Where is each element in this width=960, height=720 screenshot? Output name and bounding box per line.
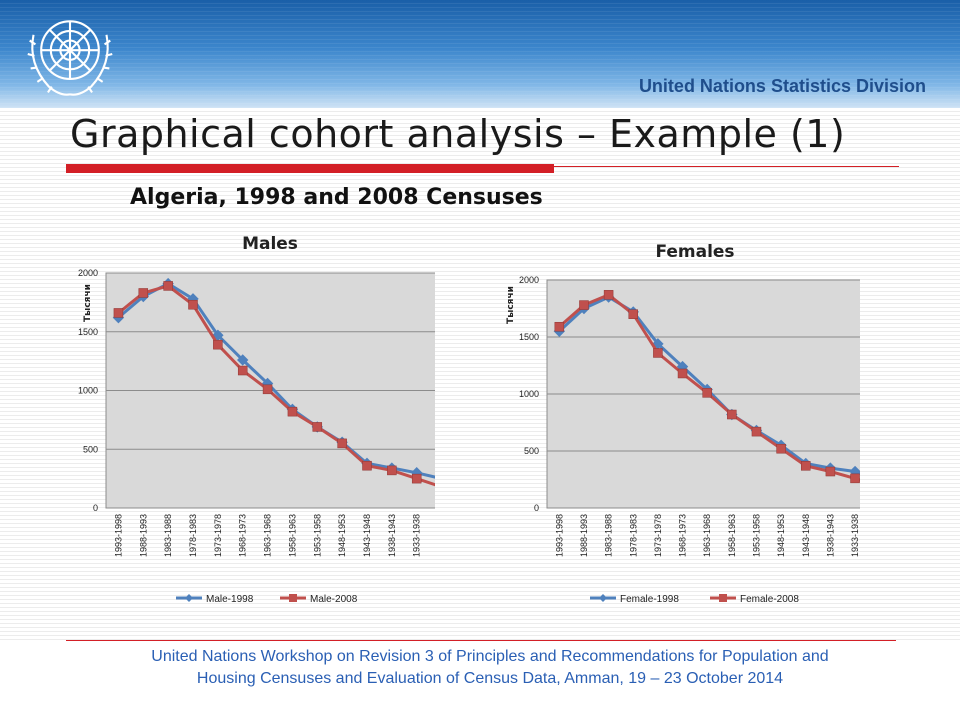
data-point: [262, 384, 273, 395]
y-tick-label: 500: [83, 444, 98, 454]
legend-label: Male-2008: [310, 594, 358, 605]
x-tick-label: 1993-1998: [113, 514, 123, 557]
title-underline-bar: [66, 164, 554, 173]
header-stripes: [0, 0, 960, 108]
y-tick-label: 1000: [519, 389, 539, 399]
x-tick-label: 1978-1983: [188, 514, 198, 557]
x-tick-label: 1943-1948: [362, 514, 372, 557]
x-tick-label: 1988-1993: [138, 514, 148, 557]
x-tick-label: 1933-1938: [850, 514, 860, 557]
data-point: [554, 321, 565, 332]
data-point: [163, 281, 173, 291]
footer-divider: [66, 640, 896, 641]
data-point: [411, 473, 422, 484]
slide-subtitle: Algeria, 1998 and 2008 Censuses: [130, 185, 543, 210]
x-tick-label: 1968-1973: [238, 514, 248, 557]
x-tick-label: 1973-1978: [213, 514, 223, 557]
x-tick-label: 1958-1963: [727, 514, 737, 557]
data-point: [702, 388, 712, 398]
data-point: [751, 426, 762, 437]
legend-label: Female-1998: [620, 594, 679, 605]
data-point: [776, 443, 786, 454]
x-tick-label: 1938-1943: [387, 514, 397, 557]
legend-marker: [599, 594, 607, 602]
legend-label: Male-1998: [206, 594, 254, 605]
legend-marker: [289, 594, 297, 602]
chart-title: Males: [242, 234, 298, 254]
x-tick-label: 1983-1988: [163, 514, 173, 557]
legend-marker: [719, 594, 727, 602]
y-tick-label: 0: [93, 503, 98, 513]
x-tick-label: 1973-1978: [653, 514, 663, 557]
org-name: United Nations Statistics Division: [638, 76, 926, 96]
data-point: [113, 308, 124, 318]
x-tick-label: 1963-1968: [263, 514, 273, 557]
males-chart: Males 0 500 1000 1500 2000 Тысячи 1993-1998 1988…: [78, 234, 435, 605]
data-point: [337, 438, 347, 449]
y-tick-label: 1000: [78, 386, 98, 396]
y-axis-label: Тысячи: [83, 284, 93, 322]
x-tick-label: 1978-1983: [628, 514, 638, 557]
y-axis-label: Тысячи: [506, 286, 516, 324]
x-tick-label: 1953-1958: [312, 514, 322, 557]
x-tick-label: 1938-1943: [825, 514, 835, 557]
data-point: [677, 368, 688, 379]
data-point: [213, 339, 223, 350]
y-tick-label: 2000: [519, 275, 539, 285]
un-emblem-icon: [27, 20, 113, 96]
legend-label: Female-2008: [740, 594, 799, 605]
title-underline-line: [554, 166, 899, 167]
data-point: [188, 299, 198, 310]
data-point: [312, 422, 323, 432]
y-tick-label: 1500: [519, 332, 539, 342]
chart-title: Females: [655, 242, 734, 262]
data-point: [603, 290, 614, 300]
x-tick-label: 1953-1958: [751, 514, 761, 557]
data-point: [825, 466, 836, 477]
data-point: [579, 300, 589, 310]
data-point: [138, 288, 149, 298]
x-tick-label: 1933-1938: [412, 514, 422, 557]
data-point: [287, 406, 298, 417]
y-tick-label: 0: [534, 503, 539, 513]
footer-text: United Nations Workshop on Revision 3 of…: [50, 646, 930, 690]
slide-title: Graphical cohort analysis – Example (1): [70, 112, 846, 156]
y-tick-label: 500: [524, 446, 539, 456]
data-point: [237, 354, 249, 366]
data-point: [727, 409, 737, 420]
y-tick-label: 2000: [78, 268, 98, 278]
footer-line-2: Housing Censuses and Evaluation of Censu…: [196, 670, 784, 687]
data-point: [850, 473, 860, 484]
x-tick-label: 1943-1948: [801, 514, 811, 557]
x-tick-label: 1993-1998: [554, 514, 564, 557]
data-point: [237, 365, 248, 376]
y-tick-label: 1500: [78, 327, 98, 337]
x-tick-label: 1968-1973: [678, 514, 688, 557]
data-point: [387, 465, 397, 476]
x-tick-label: 1983-1988: [604, 514, 614, 557]
x-tick-label: 1988-1993: [579, 514, 589, 557]
x-tick-label: 1958-1963: [287, 514, 297, 557]
header-banner: United Nations Statistics Division: [0, 0, 960, 108]
x-tick-label: 1948-1953: [337, 514, 347, 557]
data-point: [653, 348, 663, 358]
legend-marker: [185, 594, 193, 602]
data-point: [628, 309, 638, 319]
data-point: [801, 461, 811, 471]
footer-line-1: United Nations Workshop on Revision 3 of…: [151, 648, 829, 665]
x-tick-label: 1948-1953: [776, 514, 786, 557]
x-tick-label: 1963-1968: [702, 514, 712, 557]
data-point: [362, 460, 372, 471]
